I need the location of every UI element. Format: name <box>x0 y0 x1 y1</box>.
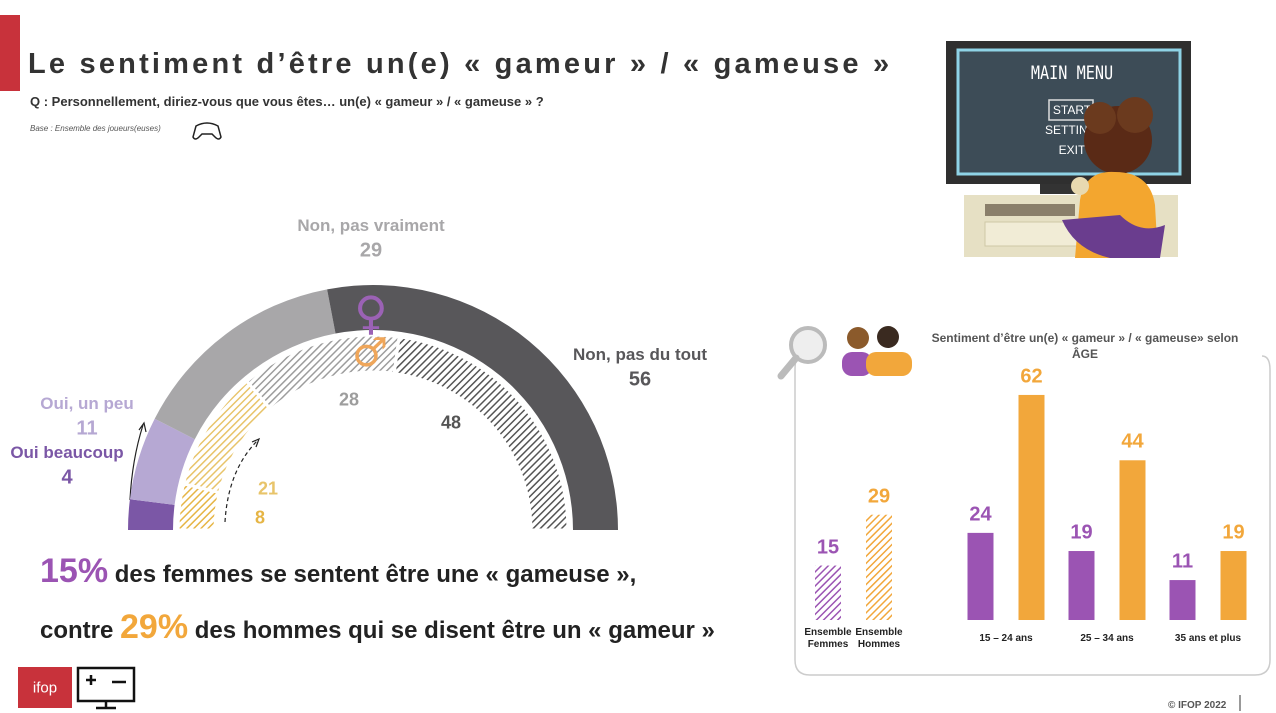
x-tick-label: Ensemble Hommes <box>855 627 903 650</box>
bar <box>1220 551 1247 620</box>
headline-text: contre <box>40 617 121 644</box>
copyright: © IFOP 2022 <box>1168 700 1227 711</box>
value-label: 15 <box>816 536 840 559</box>
donut-segment <box>154 289 336 440</box>
value-label: 28 <box>338 389 360 410</box>
headline-text: des hommes qui se disent être un « gameu… <box>188 617 715 644</box>
donut-segment <box>128 499 175 530</box>
donut-segment <box>392 335 570 532</box>
tv-item: EXIT <box>1058 143 1086 157</box>
series-symbol: ♀ <box>354 286 388 340</box>
value-label: 11 <box>1171 550 1194 573</box>
tv-item: START <box>1052 103 1092 117</box>
bar <box>1119 460 1146 620</box>
bar <box>1018 394 1045 620</box>
bar <box>815 565 841 620</box>
accent-bar <box>0 15 20 91</box>
value-label: 29 <box>359 239 383 262</box>
value-label: 19 <box>1070 521 1093 544</box>
value-label: 4 <box>61 466 73 489</box>
donut-segment <box>327 285 618 530</box>
bar <box>1169 580 1196 620</box>
value-label: 62 <box>1020 365 1043 388</box>
controller-icon <box>192 122 222 140</box>
donut-segment <box>129 418 195 505</box>
value-label: 8 <box>254 507 266 528</box>
headline-line: contre 29% des hommes qui se disent être… <box>40 608 715 647</box>
headline-pct: 15% <box>40 552 109 590</box>
donut-arrows <box>129 421 261 523</box>
base-note: Base : Ensemble des joueurs(euses) <box>30 124 161 133</box>
gaming-icon <box>76 666 136 710</box>
x-tick-label: Ensemble Femmes <box>804 627 852 650</box>
headline-text: des femmes se sentent être une « gameuse… <box>108 561 637 588</box>
x-tick-label: 15 – 24 ans <box>979 633 1033 644</box>
value-label: 48 <box>440 412 462 433</box>
category-label: Oui beaucoup <box>10 443 124 462</box>
logo-box <box>18 667 72 708</box>
chart-title: Sentiment d’être un(e) « gameur » / « ga… <box>931 331 1239 361</box>
value-label: 24 <box>969 503 992 526</box>
category-label: Non, pas du tout <box>572 345 708 364</box>
series-symbol: ♂ <box>352 330 388 376</box>
value-label: 29 <box>867 485 891 508</box>
value-label: 19 <box>1222 521 1245 544</box>
value-label: 21 <box>257 478 279 499</box>
bar <box>967 532 994 620</box>
bar <box>866 514 892 620</box>
value-label: 56 <box>628 368 652 391</box>
category-label: Non, pas vraiment <box>297 216 445 235</box>
logo-text: ifop <box>32 679 58 697</box>
value-label: 11 <box>76 417 98 440</box>
headline-line: 15% des femmes se sentent être une « gam… <box>40 552 636 591</box>
couple-icon <box>842 326 912 376</box>
x-tick-label: 35 ans et plus <box>1174 633 1242 644</box>
value-label: 44 <box>1121 430 1144 453</box>
panel-frame <box>794 355 1271 676</box>
headline-pct: 29% <box>120 608 189 646</box>
title: Le sentiment d’être un(e) « gameur » / «… <box>28 48 893 80</box>
tv-heading: MAIN MENU <box>1030 62 1114 84</box>
category-label: Oui, un peu <box>40 394 134 413</box>
x-tick-label: 25 – 34 ans <box>1080 633 1134 644</box>
bar <box>1068 551 1095 620</box>
tv-item: SETTINGS <box>1044 123 1106 137</box>
question: Q : Personnellement, diriez-vous que vou… <box>30 94 544 109</box>
magnifier-icon <box>777 326 827 380</box>
